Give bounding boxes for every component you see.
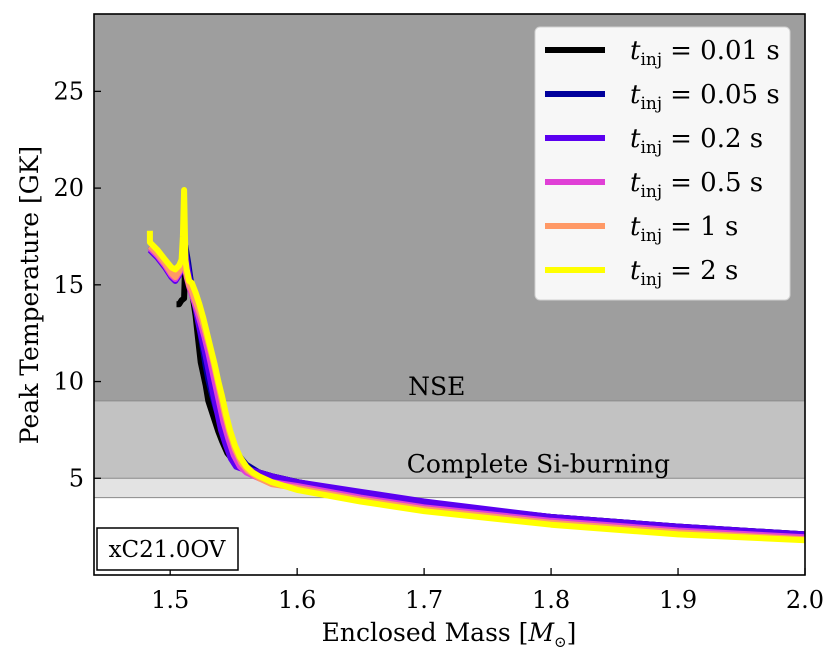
x-tick-label: 1.9 xyxy=(659,586,697,614)
y-tick-label: 15 xyxy=(53,271,84,299)
nse-band-label: NSE xyxy=(408,372,465,401)
plot-frame xyxy=(93,13,806,576)
legend: tinj = 0.01 s tinj = 0.05 s tinj = 0.2 s tinj =… xyxy=(534,26,791,301)
y-tick-label: 20 xyxy=(53,174,84,202)
x-tick-label: 2.0 xyxy=(786,586,824,614)
legend-frame xyxy=(534,26,791,301)
legend-label-2: tinj = 0.2 s xyxy=(630,124,763,158)
model-label: xC21.0OV xyxy=(109,537,226,563)
legend-label-5: tinj = 2 s xyxy=(630,256,738,290)
y-axis-label: Peak Temperature [GK] xyxy=(15,146,44,444)
legend-label-4: tinj = 1 s xyxy=(630,212,738,246)
x-tick-label: 1.8 xyxy=(532,586,570,614)
y-tick-label: 10 xyxy=(53,368,84,396)
legend-label-1: tinj = 0.05 s xyxy=(630,80,780,114)
band-incomplete-si xyxy=(94,478,805,498)
si-burning-band-label: Complete Si-burning xyxy=(407,449,670,478)
y-tick-label: 5 xyxy=(69,464,84,492)
legend-label-0: tinj = 0.01 s xyxy=(630,36,780,70)
x-tick-label: 1.6 xyxy=(278,586,316,614)
x-axis-label: Enclosed Mass [M⊙] xyxy=(322,618,577,651)
legend-label-3: tinj = 0.5 s xyxy=(630,168,763,202)
model-label-box: xC21.0OV xyxy=(96,527,239,571)
y-tick-label: 25 xyxy=(53,77,84,105)
x-tick-label: 1.5 xyxy=(151,586,189,614)
x-tick-label: 1.7 xyxy=(405,586,443,614)
series-line-5 xyxy=(146,187,805,544)
